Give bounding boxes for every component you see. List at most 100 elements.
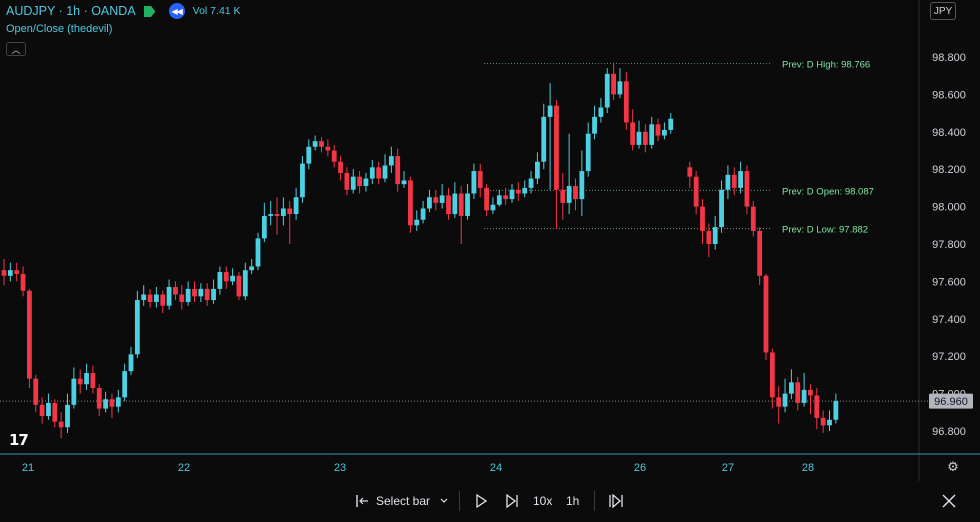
candle-body: [706, 230, 712, 244]
candle-body: [408, 180, 413, 226]
candle: [757, 227, 763, 286]
date-tick-label: 24: [490, 462, 502, 474]
candle: [274, 197, 280, 235]
level-label: Prev: D High: 98.766: [782, 59, 870, 70]
candle: [77, 369, 83, 394]
candle-body: [446, 195, 451, 215]
candle: [255, 232, 261, 271]
candle: [795, 376, 801, 411]
close-replay-button[interactable]: [942, 491, 956, 511]
candle: [490, 197, 496, 215]
candle: [369, 159, 375, 185]
candle: [344, 167, 350, 196]
candle: [58, 412, 64, 439]
level-label: Prev: D Open: 98.087: [782, 186, 874, 197]
candle-body: [503, 195, 509, 200]
replay-toolbar: Select bar 10x 1h: [0, 481, 980, 522]
candle: [109, 393, 115, 418]
candle-body: [401, 180, 407, 185]
candle-body: [369, 167, 375, 179]
candle: [808, 384, 813, 415]
price-axis[interactable]: 98.800 98.600 98.400 98.200 98.000 97.800 97.6…: [932, 52, 966, 438]
candle-body: [833, 401, 839, 420]
candle-body: [592, 116, 597, 134]
candle: [115, 389, 121, 413]
step-forward-icon: [506, 494, 518, 508]
price-tick-label: 98.000: [932, 202, 966, 214]
chevron-down-icon: [440, 498, 448, 503]
price-tick-label: 98.800: [932, 52, 966, 64]
candle-body: [179, 294, 185, 302]
level-label: Prev: D Low: 97.882: [782, 225, 868, 236]
candle-body: [750, 206, 756, 231]
candle-body: [115, 397, 121, 407]
candle: [598, 98, 604, 123]
step-forward-button[interactable]: [505, 491, 519, 511]
candle: [712, 215, 718, 250]
candle-body: [331, 150, 337, 162]
candle-body: [90, 373, 96, 388]
candle: [503, 187, 509, 205]
candle: [185, 281, 191, 306]
replay-rewind-icon[interactable]: ◀◀: [168, 3, 185, 19]
tradingview-logo[interactable]: 17: [9, 431, 29, 449]
candle-body: [14, 270, 20, 274]
play-button[interactable]: [475, 491, 487, 511]
candle-body: [801, 389, 807, 403]
candle: [833, 393, 839, 424]
close-icon: [942, 494, 956, 508]
candle: [33, 374, 39, 413]
candle-body: [261, 215, 267, 239]
chevron-up-icon: ︿: [11, 44, 21, 55]
candle-body: [484, 187, 489, 211]
candle: [522, 180, 528, 198]
candle-body: [509, 189, 515, 200]
select-bar-button[interactable]: Select bar: [354, 491, 448, 511]
jump-to-realtime-button[interactable]: [608, 491, 624, 511]
candle-body: [630, 122, 636, 145]
candle: [789, 369, 794, 400]
candle: [306, 139, 312, 170]
time-axis[interactable]: 21 22 23 24 26 27 28: [22, 462, 814, 474]
candle: [814, 387, 820, 430]
candle: [585, 122, 591, 177]
candle-body: [281, 208, 286, 216]
candle: [173, 281, 178, 301]
symbol-title[interactable]: AUDJPY · 1h · OANDA: [6, 4, 136, 18]
candle: [725, 165, 731, 200]
candle-body: [166, 287, 172, 306]
candle-body: [192, 288, 197, 297]
candle: [782, 378, 788, 413]
candle-body: [496, 195, 502, 205]
candle: [649, 116, 655, 149]
candle: [128, 346, 134, 375]
price-tick-label: 98.600: [932, 89, 966, 101]
candle: [452, 182, 458, 218]
candle-body: [725, 174, 731, 190]
candle-body: [306, 146, 312, 164]
candle: [408, 176, 413, 233]
candle-body: [731, 174, 737, 188]
candle-body: [128, 354, 134, 372]
candle: [700, 199, 705, 244]
candle-body: [7, 270, 13, 276]
candle-body: [598, 107, 604, 117]
candle: [46, 393, 51, 420]
candle-body: [344, 172, 350, 190]
indicator-title[interactable]: Open/Close (thedevil): [6, 23, 113, 35]
candle: [350, 169, 356, 194]
candle-body: [439, 195, 445, 203]
interval-button[interactable]: 1h: [566, 494, 580, 508]
currency-button[interactable]: JPY: [930, 2, 956, 20]
candle-body: [433, 197, 439, 203]
candle-body: [268, 214, 274, 216]
speed-button[interactable]: 10x: [533, 494, 553, 508]
collapse-legend-button[interactable]: ︿: [6, 42, 26, 56]
candle: [541, 103, 547, 170]
candle: [535, 152, 540, 185]
date-tick-label: 26: [634, 462, 646, 474]
candle: [446, 187, 451, 220]
settings-gear-icon[interactable]: ⚙: [947, 459, 959, 474]
candle-body: [617, 81, 623, 95]
